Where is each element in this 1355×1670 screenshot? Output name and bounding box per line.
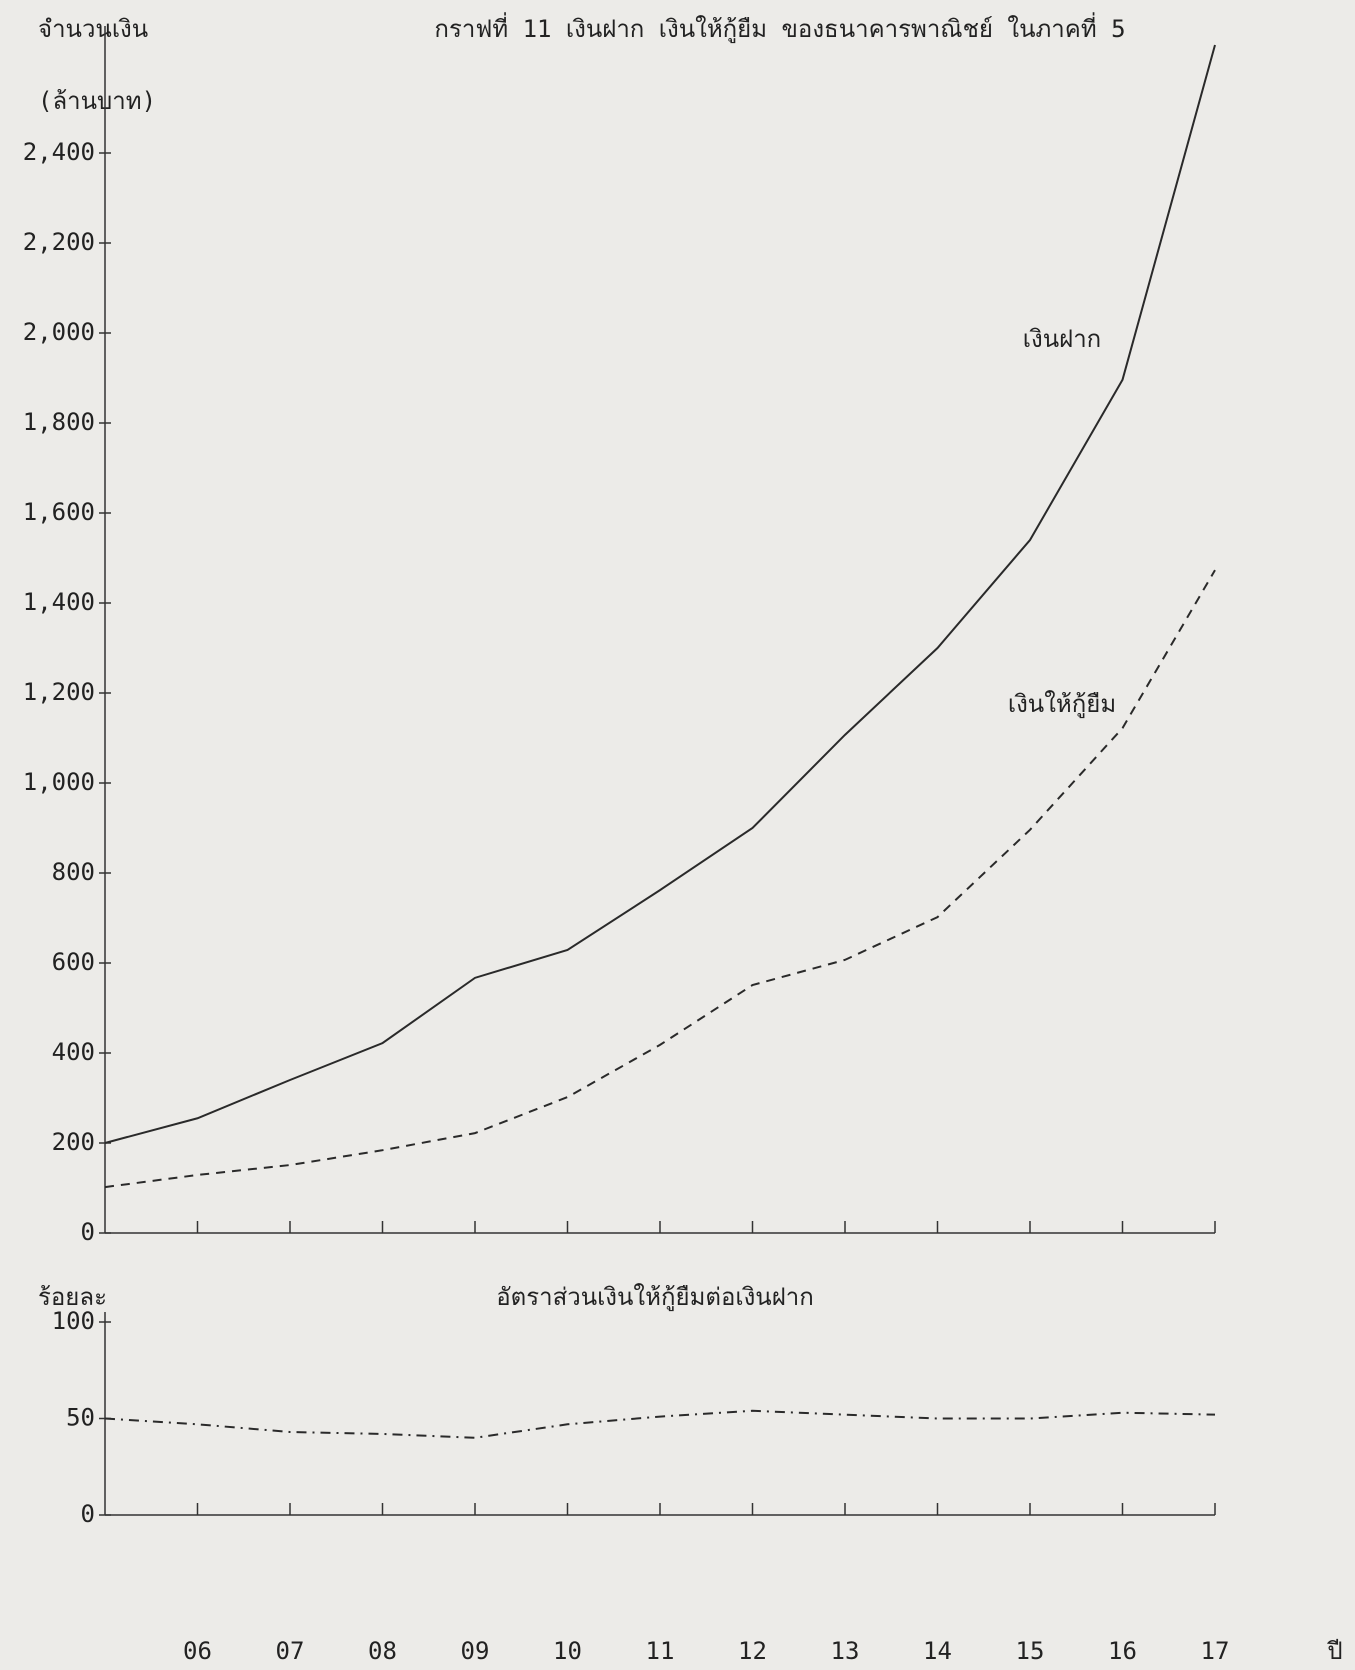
x-tick-label: 11 <box>646 1637 675 1665</box>
y-tick-label: 1,600 <box>23 498 95 526</box>
y-label: ร้อยละ <box>38 1283 107 1311</box>
x-tick-label: 06 <box>183 1637 212 1665</box>
y-tick-label: 2,400 <box>23 138 95 166</box>
line-series <box>104 44 1216 1144</box>
y-tick-label: 2,200 <box>23 228 95 256</box>
x-tick-label: 17 <box>1201 1637 1230 1665</box>
x-tick-label: 12 <box>738 1637 767 1665</box>
y-tick-label: 1,200 <box>23 678 95 706</box>
chart-title: กราฟที่ 11 เงินฝาก เงินให้กู้ยืม ของธนาค… <box>434 12 1125 44</box>
x-tick-label: 14 <box>923 1637 952 1665</box>
x-label: ปี <box>1326 1637 1342 1665</box>
y-tick-label: 100 <box>52 1307 95 1335</box>
x-tick-label: 08 <box>368 1637 397 1665</box>
x-tick-label: 07 <box>276 1637 305 1665</box>
x-tick-label: 16 <box>1108 1637 1137 1665</box>
x-tick-label: 09 <box>461 1637 490 1665</box>
y-tick-label: 200 <box>52 1128 95 1156</box>
y-tick-label: 0 <box>81 1218 95 1246</box>
series-label: เงินให้กู้ยืม <box>1008 690 1116 719</box>
y-tick-label: 400 <box>52 1038 95 1066</box>
y-tick-label: 1,400 <box>23 588 95 616</box>
x-tick-label: 10 <box>553 1637 582 1665</box>
y-label: จำนวนเงิน <box>38 15 148 43</box>
y-tick-label: 600 <box>52 948 95 976</box>
y-tick-label: 0 <box>81 1500 95 1528</box>
y-tick-label: 2,000 <box>23 318 95 346</box>
x-tick-label: 15 <box>1016 1637 1045 1665</box>
y-tick-label: 1,800 <box>23 408 95 436</box>
y-unit: (ล้านบาท) <box>38 87 156 115</box>
y-tick-label: 50 <box>66 1404 95 1432</box>
y-tick-label: 1,000 <box>23 768 95 796</box>
x-tick-label: 13 <box>831 1637 860 1665</box>
y-tick-label: 800 <box>52 858 95 886</box>
series-label: เงินฝาก <box>1023 325 1101 353</box>
line-series <box>104 1409 1216 1439</box>
chart-title: อัตราส่วนเงินให้กู้ยืมต่อเงินฝาก <box>496 1283 814 1312</box>
line-series <box>104 569 1216 1189</box>
